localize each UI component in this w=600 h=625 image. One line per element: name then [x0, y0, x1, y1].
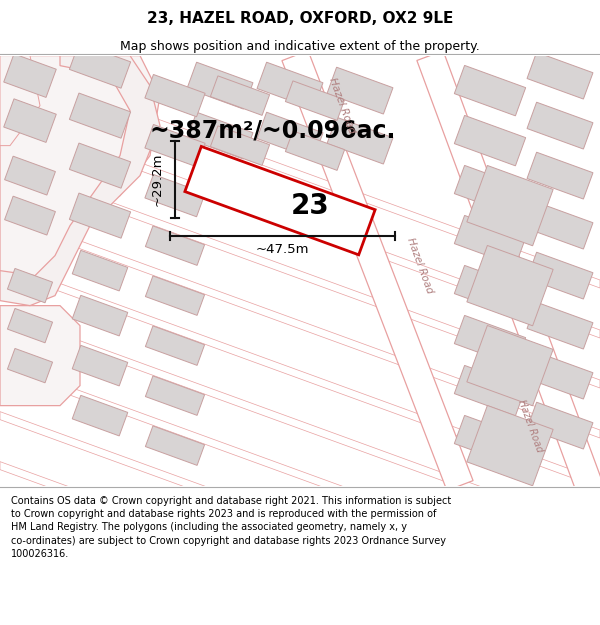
Polygon shape	[0, 462, 600, 625]
Text: Hazel Road: Hazel Road	[327, 76, 357, 135]
Polygon shape	[286, 81, 344, 121]
Polygon shape	[0, 212, 600, 438]
Polygon shape	[5, 156, 55, 195]
Polygon shape	[7, 349, 53, 382]
Polygon shape	[70, 193, 131, 238]
Polygon shape	[0, 412, 600, 625]
Polygon shape	[454, 266, 526, 316]
Text: ~29.2m: ~29.2m	[151, 152, 163, 206]
Polygon shape	[145, 276, 205, 316]
Polygon shape	[7, 269, 53, 302]
Polygon shape	[527, 302, 593, 349]
Polygon shape	[72, 251, 128, 291]
Polygon shape	[527, 202, 593, 249]
Polygon shape	[527, 402, 593, 449]
Polygon shape	[72, 346, 128, 386]
Polygon shape	[4, 54, 56, 98]
Polygon shape	[187, 112, 253, 159]
Polygon shape	[5, 196, 55, 235]
Polygon shape	[187, 62, 253, 109]
Polygon shape	[0, 162, 600, 388]
Polygon shape	[0, 262, 600, 488]
Polygon shape	[467, 406, 553, 486]
Polygon shape	[0, 56, 160, 306]
Polygon shape	[145, 326, 205, 366]
Polygon shape	[70, 143, 131, 188]
Polygon shape	[0, 306, 80, 406]
Text: Map shows position and indicative extent of the property.: Map shows position and indicative extent…	[120, 39, 480, 52]
Polygon shape	[145, 74, 205, 117]
Polygon shape	[286, 131, 344, 171]
Polygon shape	[527, 152, 593, 199]
Polygon shape	[0, 56, 160, 286]
Polygon shape	[0, 362, 600, 588]
Polygon shape	[72, 296, 128, 336]
Polygon shape	[527, 52, 593, 99]
Polygon shape	[145, 376, 205, 416]
Text: Hazel Road: Hazel Road	[516, 398, 544, 453]
Polygon shape	[0, 62, 600, 288]
Text: 23, HAZEL ROAD, OXFORD, OX2 9LE: 23, HAZEL ROAD, OXFORD, OX2 9LE	[147, 11, 453, 26]
Polygon shape	[454, 216, 526, 266]
Polygon shape	[145, 426, 205, 466]
Polygon shape	[145, 174, 205, 217]
Polygon shape	[0, 312, 600, 538]
Text: Contains OS data © Crown copyright and database right 2021. This information is : Contains OS data © Crown copyright and d…	[11, 496, 451, 559]
Polygon shape	[257, 112, 323, 159]
Polygon shape	[327, 68, 393, 114]
Polygon shape	[527, 352, 593, 399]
Polygon shape	[211, 126, 269, 166]
Polygon shape	[454, 116, 526, 166]
Text: ~47.5m: ~47.5m	[256, 243, 309, 256]
Polygon shape	[467, 326, 553, 406]
Polygon shape	[527, 253, 593, 299]
Polygon shape	[0, 112, 600, 338]
Polygon shape	[145, 124, 205, 167]
Polygon shape	[454, 416, 526, 466]
Polygon shape	[454, 66, 526, 116]
Polygon shape	[327, 118, 393, 164]
Polygon shape	[0, 56, 40, 146]
Text: Hazel Road: Hazel Road	[405, 236, 435, 295]
Polygon shape	[187, 162, 253, 209]
Polygon shape	[7, 309, 53, 342]
Polygon shape	[454, 366, 526, 416]
Polygon shape	[417, 51, 600, 521]
Polygon shape	[70, 93, 131, 138]
Polygon shape	[4, 99, 56, 142]
Polygon shape	[282, 51, 473, 491]
Polygon shape	[211, 76, 269, 116]
Polygon shape	[454, 166, 526, 216]
Polygon shape	[185, 146, 375, 255]
Polygon shape	[145, 226, 205, 266]
Polygon shape	[467, 246, 553, 326]
Polygon shape	[72, 396, 128, 436]
Text: 23: 23	[290, 192, 329, 219]
Text: ~387m²/~0.096ac.: ~387m²/~0.096ac.	[150, 119, 397, 142]
Polygon shape	[257, 62, 323, 109]
Polygon shape	[527, 102, 593, 149]
Polygon shape	[454, 316, 526, 366]
Polygon shape	[70, 43, 131, 88]
Polygon shape	[467, 166, 553, 246]
